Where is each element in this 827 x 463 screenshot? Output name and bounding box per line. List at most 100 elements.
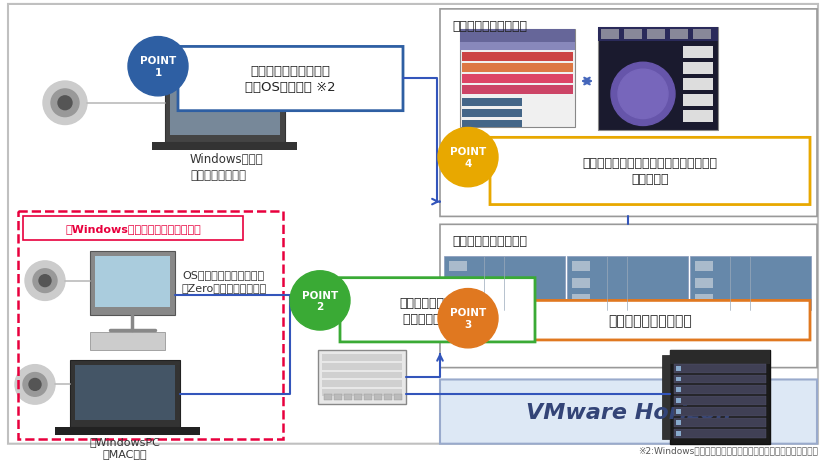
Circle shape xyxy=(438,128,498,188)
Circle shape xyxy=(29,379,41,390)
Bar xyxy=(364,394,372,400)
Bar xyxy=(624,30,642,39)
Bar xyxy=(598,28,718,43)
Circle shape xyxy=(23,373,47,396)
Bar xyxy=(683,63,713,75)
Text: シンクライアント端末
上のOSログイン ※2: シンクライアント端末 上のOSログイン ※2 xyxy=(245,64,335,94)
Bar xyxy=(70,360,180,427)
Circle shape xyxy=(33,269,57,293)
Text: 仮想環境上で動作するアプリケーション
のログイン: 仮想環境上で動作するアプリケーション のログイン xyxy=(582,157,718,186)
Text: 〈アプリケーション〉: 〈アプリケーション〉 xyxy=(452,20,527,33)
Bar xyxy=(95,257,170,308)
Bar xyxy=(90,332,165,350)
Bar xyxy=(598,28,718,131)
Text: 非Windowsベース端末でも利用可能: 非Windowsベース端末でも利用可能 xyxy=(65,224,201,234)
Bar xyxy=(670,350,770,364)
Bar xyxy=(683,47,713,59)
Bar xyxy=(165,64,285,143)
FancyBboxPatch shape xyxy=(490,138,810,205)
Text: 非WindowsPC
（MAC等）: 非WindowsPC （MAC等） xyxy=(89,436,160,458)
Bar xyxy=(662,355,670,439)
Bar xyxy=(674,407,766,416)
Bar xyxy=(460,44,575,51)
Bar xyxy=(384,394,392,400)
FancyBboxPatch shape xyxy=(440,225,817,368)
Bar xyxy=(170,69,280,136)
FancyBboxPatch shape xyxy=(440,380,817,444)
FancyBboxPatch shape xyxy=(178,47,403,112)
FancyBboxPatch shape xyxy=(23,217,243,241)
Bar xyxy=(322,381,402,388)
Bar xyxy=(460,30,575,128)
Text: Windowsベース
シンクライアント: Windowsベース シンクライアント xyxy=(190,153,264,182)
Bar xyxy=(674,429,766,438)
Bar xyxy=(344,394,352,400)
Bar xyxy=(695,278,713,288)
Text: 〈仮想デスクトップ〉: 〈仮想デスクトップ〉 xyxy=(452,235,527,248)
Bar xyxy=(676,409,681,414)
Bar xyxy=(462,86,573,94)
Bar xyxy=(449,278,467,288)
Text: コネクションブローカ
へのログイン ※2: コネクションブローカ へのログイン ※2 xyxy=(399,296,475,325)
Bar xyxy=(676,398,681,403)
Text: POINT
1: POINT 1 xyxy=(140,56,176,78)
Text: POINT
4: POINT 4 xyxy=(450,147,486,169)
Bar xyxy=(318,350,406,404)
Circle shape xyxy=(43,82,87,125)
Bar xyxy=(322,389,402,396)
Bar xyxy=(683,79,713,91)
Bar xyxy=(674,375,766,383)
Circle shape xyxy=(290,271,350,330)
Circle shape xyxy=(438,289,498,348)
Bar xyxy=(90,251,175,316)
Bar xyxy=(334,394,342,400)
Bar xyxy=(676,431,681,436)
Text: ※2:Windowsベースのシンクライアント環境のみ利用可能です。: ※2:Windowsベースのシンクライアント環境のみ利用可能です。 xyxy=(638,446,818,455)
FancyBboxPatch shape xyxy=(8,5,818,444)
Bar xyxy=(462,75,573,84)
Circle shape xyxy=(39,275,51,287)
Bar xyxy=(572,278,590,288)
Circle shape xyxy=(618,70,668,119)
Text: 仮想環境へのログイン: 仮想環境へのログイン xyxy=(608,313,692,327)
Bar xyxy=(674,418,766,427)
Bar xyxy=(322,372,402,379)
Bar xyxy=(449,295,467,305)
Bar xyxy=(55,427,200,435)
Bar xyxy=(462,109,522,117)
Bar xyxy=(670,350,770,444)
Bar xyxy=(572,295,590,305)
Bar xyxy=(676,366,681,371)
Bar xyxy=(152,143,297,151)
Bar xyxy=(374,394,382,400)
Text: POINT
3: POINT 3 xyxy=(450,308,486,329)
Circle shape xyxy=(51,90,79,117)
Bar xyxy=(674,364,766,373)
Bar xyxy=(462,99,522,106)
Bar xyxy=(695,295,713,305)
Bar xyxy=(693,30,711,39)
Bar xyxy=(674,396,766,405)
Circle shape xyxy=(25,261,65,301)
Bar xyxy=(567,257,688,311)
Bar xyxy=(647,30,665,39)
Bar xyxy=(394,394,402,400)
FancyBboxPatch shape xyxy=(340,278,535,342)
Circle shape xyxy=(15,365,55,404)
Bar xyxy=(683,94,713,106)
Bar xyxy=(354,394,362,400)
Bar xyxy=(676,420,681,425)
Bar xyxy=(572,261,590,271)
Bar xyxy=(690,257,811,311)
Circle shape xyxy=(611,63,675,126)
Circle shape xyxy=(58,97,72,111)
Bar xyxy=(683,111,713,122)
Bar xyxy=(462,64,573,73)
Bar xyxy=(460,30,575,44)
Bar xyxy=(695,261,713,271)
Bar xyxy=(322,354,402,361)
Bar xyxy=(676,377,681,382)
Bar xyxy=(462,120,522,128)
Bar xyxy=(75,365,175,420)
Text: OSレスシンクライアント
（Zeroクライアント等）: OSレスシンクライアント （Zeroクライアント等） xyxy=(182,270,267,292)
